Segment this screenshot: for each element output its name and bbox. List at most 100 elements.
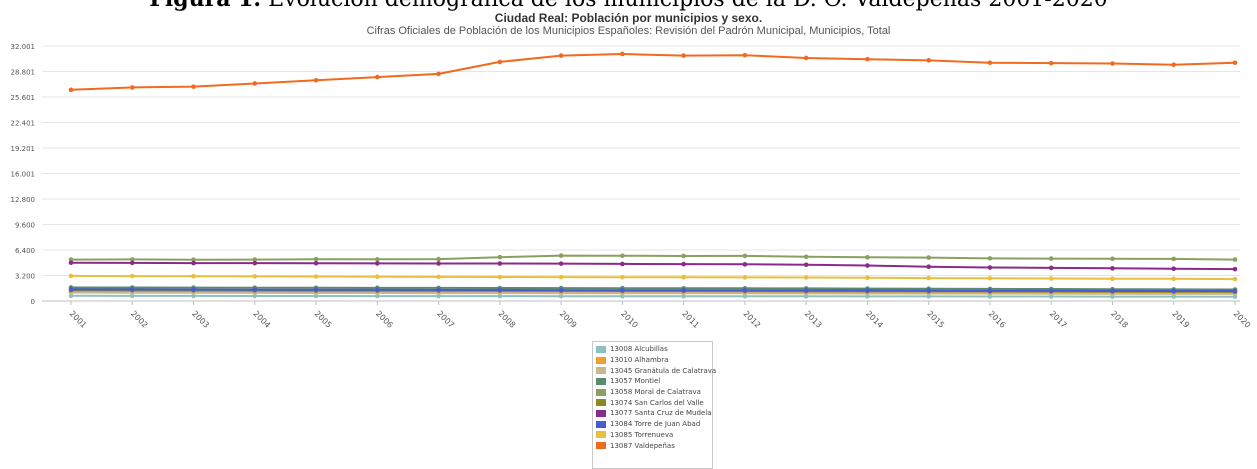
data-point[interactable] (1171, 288, 1177, 294)
data-point[interactable] (558, 53, 564, 58)
data-point[interactable] (436, 71, 441, 77)
data-point[interactable] (129, 287, 135, 292)
data-point[interactable] (1110, 276, 1115, 281)
legend-item[interactable]: 13085 Torrenueva (596, 430, 712, 441)
data-point[interactable] (620, 261, 625, 267)
data-point[interactable] (865, 288, 870, 293)
data-point[interactable] (558, 287, 564, 293)
legend-item[interactable]: 13077 Santa Cruz de Mudela (596, 408, 712, 419)
data-point[interactable] (497, 261, 503, 266)
data-point[interactable] (620, 51, 625, 57)
data-point[interactable] (191, 273, 196, 279)
data-point[interactable] (191, 260, 196, 266)
data-point[interactable] (1232, 266, 1238, 272)
data-point[interactable] (313, 260, 319, 266)
data-point[interactable] (620, 253, 625, 259)
data-point[interactable] (1232, 60, 1238, 66)
data-point[interactable] (252, 274, 258, 279)
data-point[interactable] (558, 253, 564, 258)
data-point[interactable] (620, 274, 625, 280)
legend-item[interactable]: 13058 Moral de Calatrava (596, 387, 712, 398)
data-point[interactable] (1232, 276, 1238, 282)
data-point[interactable] (375, 74, 380, 80)
data-point[interactable] (803, 288, 809, 293)
data-point[interactable] (252, 81, 258, 86)
data-point[interactable] (1110, 256, 1115, 262)
legend-item[interactable]: 13074 San Carlos del Valle (596, 397, 712, 408)
data-point[interactable] (865, 275, 870, 281)
data-point[interactable] (926, 264, 931, 270)
data-point[interactable] (926, 255, 931, 260)
data-point[interactable] (681, 275, 686, 280)
data-point[interactable] (865, 56, 870, 62)
data-point[interactable] (68, 293, 74, 299)
data-point[interactable] (1048, 256, 1054, 261)
data-point[interactable] (129, 273, 135, 279)
data-point[interactable] (129, 85, 135, 90)
data-point[interactable] (252, 260, 258, 266)
data-point[interactable] (436, 261, 441, 266)
data-point[interactable] (313, 256, 319, 262)
data-point[interactable] (803, 254, 809, 260)
data-point[interactable] (497, 287, 503, 293)
data-point[interactable] (742, 52, 748, 58)
data-point[interactable] (558, 261, 564, 266)
legend-item[interactable]: 13008 Alcubillas (596, 344, 712, 355)
data-point[interactable] (987, 288, 993, 294)
data-point[interactable] (1232, 288, 1238, 294)
data-point[interactable] (620, 287, 625, 293)
data-point[interactable] (987, 265, 993, 270)
data-point[interactable] (1048, 288, 1054, 294)
data-point[interactable] (558, 274, 564, 280)
data-point[interactable] (681, 53, 686, 58)
legend-item[interactable]: 13057 Montiel (596, 376, 712, 387)
data-point[interactable] (1232, 257, 1238, 262)
data-point[interactable] (68, 257, 74, 262)
data-point[interactable] (313, 77, 319, 83)
data-point[interactable] (1171, 62, 1177, 68)
data-point[interactable] (926, 275, 931, 281)
data-point[interactable] (803, 262, 809, 268)
data-point[interactable] (313, 287, 319, 293)
data-point[interactable] (436, 274, 441, 280)
data-point[interactable] (1171, 256, 1177, 262)
data-point[interactable] (926, 288, 931, 293)
data-point[interactable] (375, 257, 380, 262)
legend-item[interactable]: 13087 Valdepeñas (596, 440, 712, 451)
data-point[interactable] (742, 253, 748, 259)
data-point[interactable] (313, 274, 319, 279)
data-point[interactable] (803, 55, 809, 61)
data-point[interactable] (681, 287, 686, 293)
data-point[interactable] (1048, 265, 1054, 271)
data-point[interactable] (987, 60, 993, 66)
data-point[interactable] (987, 275, 993, 281)
data-point[interactable] (681, 261, 686, 267)
data-point[interactable] (436, 256, 441, 262)
data-point[interactable] (68, 273, 74, 279)
data-point[interactable] (68, 287, 74, 292)
legend-item[interactable]: 13045 Granátula de Calatrava (596, 365, 716, 376)
data-point[interactable] (865, 263, 870, 268)
data-point[interactable] (252, 287, 258, 292)
data-point[interactable] (375, 274, 380, 279)
data-point[interactable] (681, 253, 686, 259)
data-point[interactable] (497, 254, 503, 260)
data-point[interactable] (191, 293, 196, 299)
data-point[interactable] (1171, 266, 1177, 272)
data-point[interactable] (497, 59, 503, 65)
data-point[interactable] (1110, 266, 1115, 271)
data-point[interactable] (497, 274, 503, 280)
data-point[interactable] (375, 287, 380, 293)
data-point[interactable] (1048, 276, 1054, 281)
legend-item[interactable]: 13084 Torre de Juan Abad (596, 419, 712, 430)
data-point[interactable] (1110, 61, 1115, 66)
data-point[interactable] (436, 287, 441, 293)
data-point[interactable] (129, 293, 135, 299)
data-point[interactable] (191, 84, 196, 89)
data-point[interactable] (129, 260, 135, 266)
data-point[interactable] (191, 287, 196, 292)
data-point[interactable] (252, 257, 258, 262)
data-point[interactable] (926, 58, 931, 63)
data-point[interactable] (742, 275, 748, 280)
legend-item[interactable]: 13010 Alhambra (596, 355, 712, 366)
